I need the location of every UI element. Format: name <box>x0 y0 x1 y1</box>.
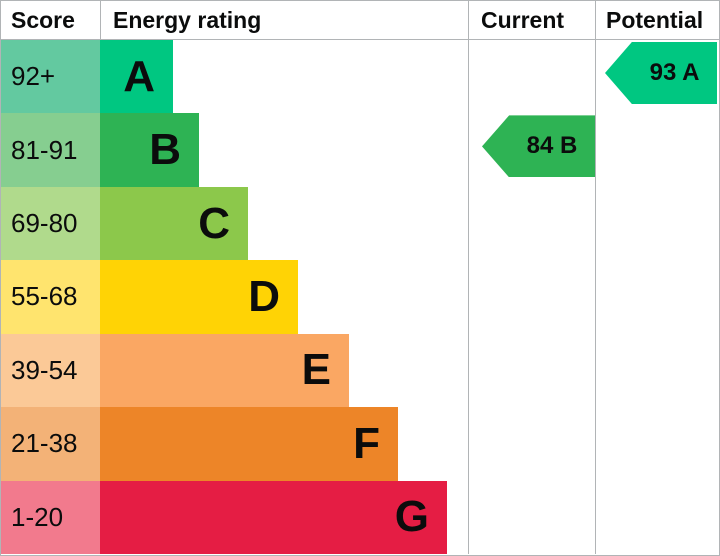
header-score: Score <box>11 6 75 33</box>
band-letter-bar: E <box>100 333 349 408</box>
band-row: 1-20 G <box>1 480 719 554</box>
current-rating-arrow: 84 B <box>482 115 595 178</box>
header-energy-rating: Energy rating <box>100 1 468 39</box>
band-score-range: 39-54 <box>1 333 100 408</box>
band-row: 55-68 D <box>1 260 719 334</box>
band-row: 39-54 E <box>1 333 719 408</box>
chart-header-row: Score Energy rating Current Potential <box>1 1 719 40</box>
band-score-range: 69-80 <box>1 186 100 261</box>
header-current: Current <box>468 1 595 39</box>
band-score-range: 55-68 <box>1 260 100 334</box>
band-score-range: 21-38 <box>1 407 100 481</box>
band-row: 21-38 F <box>1 407 719 481</box>
band-rows: 84 B 93 A 92+ A 81-91 B 69-80 C 55-68 D … <box>1 40 719 554</box>
band-score-range: 1-20 <box>1 480 100 554</box>
header-potential: Potential <box>595 1 719 39</box>
band-letter-bar: C <box>100 186 248 261</box>
potential-rating-label: 93 A <box>649 59 700 86</box>
band-letter-bar: A <box>100 40 173 114</box>
band-score-range: 81-91 <box>1 113 100 187</box>
current-rating-label: 84 B <box>526 132 578 160</box>
current-column-divider <box>468 40 469 554</box>
band-row: 69-80 C <box>1 186 719 261</box>
band-letter-bar: F <box>100 407 398 481</box>
band-row: 81-91 B <box>1 113 719 187</box>
band-letter-bar: G <box>100 480 447 554</box>
band-row: 92+ A <box>1 40 719 114</box>
band-letter-bar: B <box>100 113 199 187</box>
band-letter-bar: D <box>100 260 298 334</box>
potential-rating-arrow: 93 A <box>605 42 717 104</box>
potential-column-divider <box>595 40 596 554</box>
band-score-range: 92+ <box>1 40 100 114</box>
